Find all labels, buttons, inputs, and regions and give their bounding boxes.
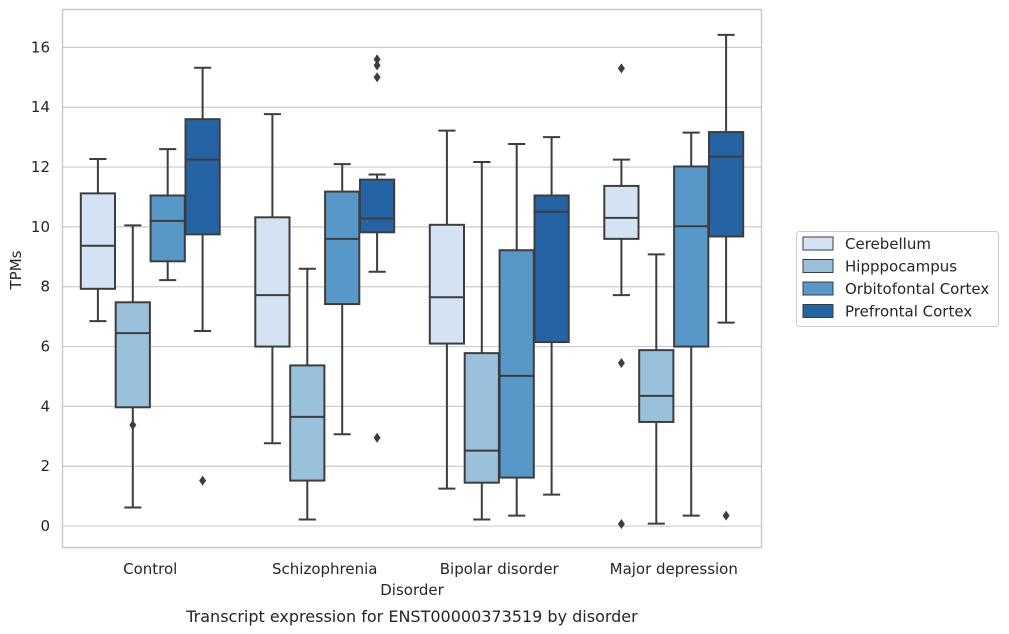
box-body: [498, 249, 535, 479]
y-tick-label: 12: [31, 158, 50, 176]
outlier-point: [722, 510, 730, 521]
legend-label: Prefrontal Cortex: [845, 303, 972, 321]
legend-label: Hipppocampus: [845, 258, 957, 276]
outlier-point: [373, 54, 381, 65]
outlier-point: [373, 72, 381, 83]
legend-frame: [796, 231, 999, 327]
box-2-2: [498, 143, 535, 517]
legend: Cerebellum Hipppocampus Orbitofontal Corte…: [796, 231, 999, 327]
outlier-point: [129, 419, 137, 430]
box-body: [254, 216, 291, 348]
box-1-1: [289, 267, 326, 521]
x-axis-ticks: Control Schizophrenia Bipolar disorder Majo…: [123, 560, 738, 578]
box-body: [114, 301, 151, 409]
y-tick-label: 14: [31, 98, 50, 116]
y-tick-label: 4: [40, 397, 50, 415]
y-tick-label: 16: [31, 38, 50, 56]
legend-label: Orbitofontal Cortex: [845, 280, 989, 298]
box-body: [603, 184, 640, 240]
box-body: [428, 223, 466, 345]
outlier-point: [617, 358, 625, 369]
box-body: [358, 178, 396, 234]
box-0-3: [184, 66, 221, 486]
legend-swatch: [802, 259, 834, 273]
y-tick-label: 10: [31, 218, 50, 236]
outlier-point: [617, 518, 625, 529]
box-3-0: [603, 63, 640, 529]
y-tick-label: 8: [40, 278, 50, 296]
x-axis-label: Disorder: [380, 581, 444, 599]
box-2-1: [463, 160, 500, 521]
box-body: [638, 349, 675, 423]
chart-title: Transcript expression for ENST0000037351…: [185, 607, 638, 626]
box-body: [184, 118, 221, 236]
x-tick-label: Major depression: [610, 560, 738, 578]
outlier-point: [373, 432, 381, 443]
y-tick-label: 2: [40, 457, 50, 475]
legend-label: Cerebellum: [845, 235, 931, 253]
y-tick-label: 6: [40, 338, 50, 356]
y-tick-label: 0: [40, 517, 50, 535]
box-body: [324, 190, 361, 306]
box-body: [707, 131, 745, 238]
legend-swatch: [802, 236, 834, 251]
box-3-3: [707, 33, 745, 521]
box-2-3: [533, 136, 570, 496]
box-0-2: [149, 148, 186, 282]
box-1-2: [324, 163, 361, 436]
box-1-0: [254, 113, 291, 445]
box-0-1: [114, 224, 151, 509]
box-2-0: [428, 129, 466, 490]
legend-swatch: [802, 304, 834, 318]
plot-frame: [61, 8, 763, 549]
boxes-layer: [79, 33, 745, 529]
box-body: [149, 194, 186, 263]
box-body: [463, 352, 500, 484]
y-axis-label: TPMs: [7, 250, 25, 290]
box-body: [289, 364, 326, 482]
box-body: [673, 165, 710, 348]
outlier-point: [617, 63, 625, 74]
x-tick-label: Control: [123, 560, 177, 578]
x-tick-label: Schizophrenia: [272, 560, 377, 578]
box-0-0: [79, 157, 117, 323]
outlier-point: [199, 475, 207, 486]
box-3-2: [673, 131, 710, 517]
box-3-1: [638, 253, 675, 525]
box-body: [79, 192, 117, 290]
outlier-point: [373, 60, 381, 71]
y-axis-ticks: 0 2 4 6 8 10 12 14 16: [31, 38, 50, 535]
box-1-3: [358, 54, 396, 443]
box-body: [533, 194, 570, 344]
x-tick-label: Bipolar disorder: [440, 560, 560, 578]
legend-swatch: [802, 281, 834, 296]
